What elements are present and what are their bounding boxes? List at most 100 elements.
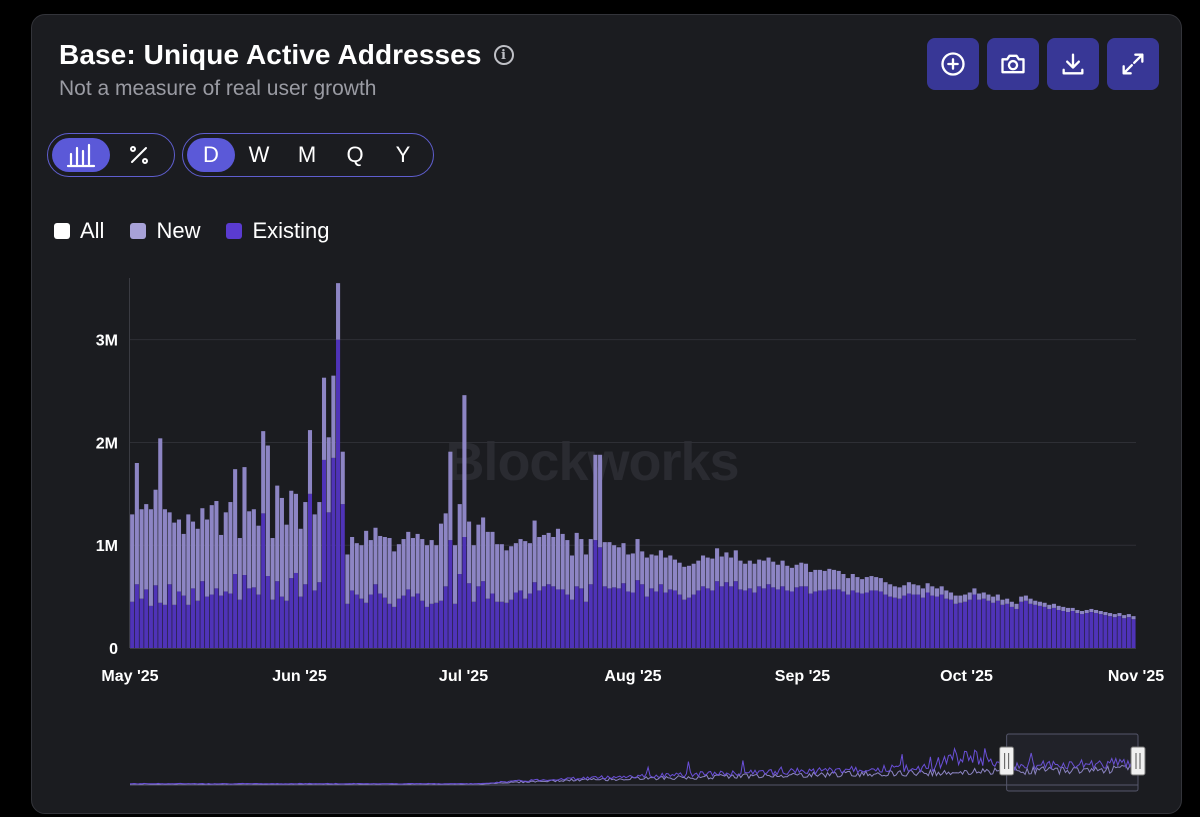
download-button[interactable] bbox=[1047, 38, 1099, 90]
x-axis: May '25 Jun '25 Jul '25 Aug '25 Sep '25 Oct '… bbox=[101, 668, 1164, 685]
bar-new bbox=[836, 570, 841, 590]
period-y-button[interactable]: Y bbox=[395, 142, 411, 167]
bar-new bbox=[499, 544, 504, 602]
period-q-button[interactable]: Q bbox=[346, 142, 364, 167]
bar-existing bbox=[1108, 616, 1113, 648]
bar-new bbox=[1117, 613, 1122, 617]
bar-new bbox=[588, 539, 593, 585]
x-tick-label: Aug '25 bbox=[604, 668, 661, 685]
period-d-button[interactable]: D bbox=[187, 138, 235, 172]
bar-existing bbox=[972, 594, 977, 648]
screenshot-button[interactable] bbox=[987, 38, 1039, 90]
bar-existing bbox=[911, 594, 916, 648]
bar-existing bbox=[1037, 605, 1042, 648]
bar-existing bbox=[644, 596, 649, 648]
navigator-handle-right[interactable] bbox=[1130, 746, 1146, 776]
bar-existing bbox=[757, 586, 762, 648]
bar-new bbox=[565, 540, 570, 595]
navigator-handle-left[interactable] bbox=[999, 746, 1015, 776]
period-w-button[interactable]: W bbox=[248, 142, 270, 167]
bar-new bbox=[233, 469, 238, 574]
bar-existing bbox=[284, 600, 289, 648]
x-tick-label: Oct '25 bbox=[940, 668, 993, 685]
bar-new bbox=[649, 554, 654, 589]
legend-item-all[interactable]: All bbox=[54, 218, 104, 244]
x-tick-label: Sep '25 bbox=[775, 668, 830, 685]
bar-existing bbox=[700, 586, 706, 648]
bar-new bbox=[939, 586, 944, 595]
bar-existing bbox=[162, 604, 167, 648]
add-button[interactable] bbox=[927, 38, 979, 90]
bar-new bbox=[794, 564, 799, 588]
bar-existing bbox=[944, 598, 949, 648]
bar-existing bbox=[237, 599, 242, 648]
bar-new bbox=[827, 568, 832, 590]
bar-new bbox=[897, 587, 902, 599]
bar-new bbox=[293, 493, 298, 573]
bar-existing bbox=[270, 599, 275, 648]
bar-mode-button[interactable] bbox=[52, 138, 110, 172]
percent-mode-button[interactable] bbox=[110, 138, 168, 172]
legend-label-all: All bbox=[80, 218, 105, 243]
bar-existing bbox=[293, 572, 298, 648]
bar-new bbox=[1126, 614, 1131, 618]
navigator-selection[interactable] bbox=[1006, 733, 1139, 792]
bar-new bbox=[663, 557, 668, 593]
range-navigator[interactable] bbox=[129, 733, 1146, 792]
bar-new bbox=[176, 519, 182, 592]
bar-existing bbox=[864, 592, 869, 648]
legend-label-existing: Existing bbox=[252, 218, 330, 243]
bar-new bbox=[1094, 609, 1099, 614]
bar-existing bbox=[598, 547, 603, 648]
bar-new bbox=[747, 560, 752, 589]
bar-new bbox=[855, 577, 860, 593]
bar-new bbox=[471, 545, 476, 602]
bar-existing bbox=[616, 588, 621, 648]
bar-new bbox=[766, 557, 771, 585]
bar-new bbox=[621, 543, 626, 584]
bar-existing bbox=[438, 600, 444, 648]
bar-new bbox=[911, 584, 916, 595]
info-icon[interactable]: i bbox=[493, 45, 514, 65]
bar-existing bbox=[1009, 606, 1014, 648]
bar-existing bbox=[256, 594, 261, 648]
bar-existing bbox=[443, 586, 448, 648]
bar-new bbox=[438, 523, 444, 601]
bar-new bbox=[752, 563, 757, 593]
bar-existing bbox=[588, 584, 593, 648]
bar-new bbox=[607, 542, 612, 589]
bar-existing bbox=[303, 584, 308, 648]
legend-item-new[interactable]: New bbox=[130, 218, 200, 244]
bar-new bbox=[340, 451, 345, 505]
bar-existing bbox=[747, 588, 752, 648]
bar-new bbox=[307, 430, 313, 494]
bar-new bbox=[1000, 599, 1005, 605]
bar-new bbox=[846, 578, 851, 595]
bar-new bbox=[883, 582, 888, 595]
bar-existing bbox=[406, 589, 411, 648]
bar-new bbox=[504, 550, 509, 603]
bar-new bbox=[822, 570, 827, 591]
fullscreen-button[interactable] bbox=[1107, 38, 1159, 90]
bar-existing bbox=[1014, 608, 1019, 648]
bar-new bbox=[1014, 603, 1019, 609]
bar-new bbox=[518, 539, 523, 591]
bar-new bbox=[476, 524, 481, 587]
bar-existing bbox=[827, 589, 832, 648]
bar-existing bbox=[855, 592, 860, 648]
legend-swatch-new bbox=[130, 223, 147, 239]
toolbar bbox=[927, 38, 1159, 90]
bar-existing bbox=[1089, 612, 1094, 648]
y-tick-label: 1M bbox=[96, 538, 118, 555]
period-m-button[interactable]: M bbox=[297, 142, 317, 167]
bar-existing bbox=[467, 583, 472, 648]
bar-new bbox=[321, 377, 327, 460]
bar-existing bbox=[878, 591, 883, 648]
bar-existing bbox=[462, 537, 467, 648]
bar-existing bbox=[1019, 601, 1024, 648]
bar-existing bbox=[986, 600, 991, 648]
bar-new bbox=[626, 554, 631, 592]
bar-existing bbox=[359, 598, 364, 648]
legend-item-existing[interactable]: Existing bbox=[226, 218, 330, 244]
y-tick-label: 2M bbox=[96, 435, 118, 452]
